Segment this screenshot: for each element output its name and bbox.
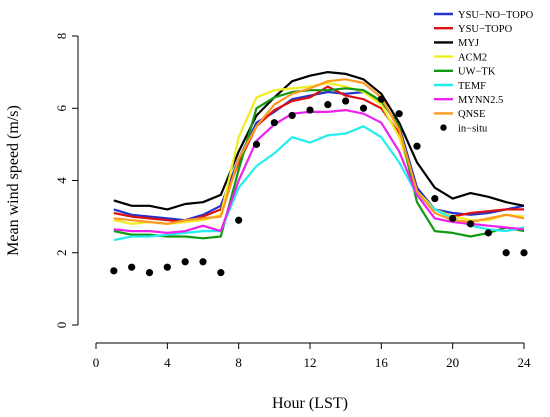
x-tick-label: 8 <box>235 355 242 370</box>
legend-label: YSU−TOPO <box>458 24 513 35</box>
observation-point <box>324 101 332 109</box>
observation-point <box>110 267 118 275</box>
x-tick-label: 0 <box>93 355 100 370</box>
y-tick-label: 2 <box>54 250 69 257</box>
series-line-7 <box>113 78 525 225</box>
legend-label: TEMF <box>458 81 486 92</box>
legend-label: MYJ <box>458 38 479 49</box>
observation-point <box>288 111 296 120</box>
observation-point <box>395 110 403 118</box>
observation-point <box>306 106 314 114</box>
legend-label: MYNN2.5 <box>458 95 503 106</box>
observation-point <box>377 95 385 103</box>
legend-label: YSU−NO−TOPO <box>458 10 534 21</box>
x-tick-label: 20 <box>446 355 459 370</box>
observation-point <box>252 140 261 148</box>
series-line-1 <box>113 85 524 224</box>
observation-point <box>484 229 492 237</box>
observation-point <box>235 216 243 224</box>
x-axis-title: Hour (LST) <box>272 395 348 412</box>
y-tick-label: 6 <box>54 105 69 112</box>
y-tick-label: 0 <box>54 322 69 329</box>
legend-swatch-dot <box>440 124 447 131</box>
y-tick-label: 8 <box>54 33 69 40</box>
observation-point <box>413 142 421 150</box>
observation-point <box>181 258 189 266</box>
legend: YSU−NO−TOPO YSU−TOPO MYJ ACM2 UW−TK TEMF MYNN2… <box>434 10 534 134</box>
observation-point <box>342 97 350 105</box>
series-line-4 <box>113 87 525 240</box>
legend-label: QNSE <box>458 109 485 120</box>
series-line-2 <box>113 70 525 211</box>
legend-label: UW−TK <box>458 67 496 78</box>
observation-point <box>270 119 278 127</box>
observation-points <box>110 95 528 277</box>
observation-point <box>520 249 528 257</box>
legend-label: in−situ <box>458 123 488 134</box>
observation-point <box>502 249 510 257</box>
observation-point <box>163 263 171 271</box>
observation-point <box>466 220 475 228</box>
observation-point <box>217 269 225 277</box>
x-axis: 0 4 8 12 16 20 24 <box>93 342 532 370</box>
x-tick-label: 12 <box>304 355 317 370</box>
x-tick-label: 24 <box>518 355 532 370</box>
y-tick-label: 4 <box>54 177 69 184</box>
series-line-6 <box>113 108 525 234</box>
observation-point <box>145 269 154 277</box>
series-lines <box>113 70 525 242</box>
y-axis-title: Mean wind speed (m/s) <box>5 105 22 256</box>
observation-point <box>431 194 439 203</box>
observation-point <box>449 214 457 223</box>
observation-point <box>359 104 368 112</box>
x-tick-label: 16 <box>375 355 389 370</box>
legend-label: ACM2 <box>458 52 487 63</box>
x-tick-label: 4 <box>164 355 171 370</box>
observation-point <box>128 263 136 271</box>
y-axis: 0 2 4 6 8 <box>54 33 79 329</box>
observation-point <box>199 258 207 266</box>
